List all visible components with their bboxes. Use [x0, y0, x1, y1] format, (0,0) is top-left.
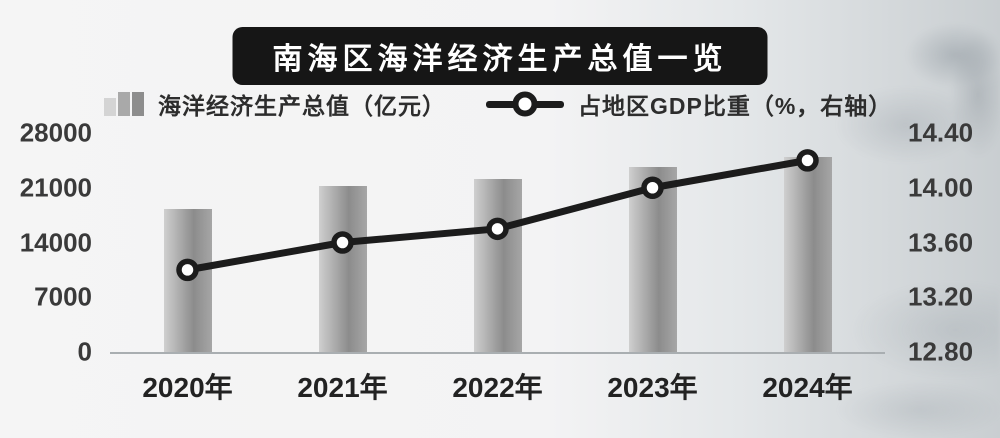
bar	[628, 167, 677, 352]
left-axis-tick-label: 28000	[19, 117, 92, 148]
bar	[473, 179, 522, 352]
x-axis-tick-label: 2024年	[762, 372, 853, 403]
line-marker-icon	[512, 91, 538, 117]
x-axis-line	[110, 352, 885, 354]
bar	[318, 186, 367, 352]
bar-legend-label: 海洋经济生产总值（亿元）	[158, 93, 446, 119]
left-axis-tick-label: 0	[77, 336, 92, 367]
x-axis-tick-label: 2022年	[452, 372, 543, 403]
left-axis-tick-label: 14000	[19, 227, 92, 257]
right-axis-tick-label: 14.40	[908, 117, 974, 148]
bar-legend-swatch-icon	[104, 92, 144, 116]
right-axis-tick-label: 12.80	[908, 336, 974, 367]
x-axis-tick-label: 2023年	[607, 372, 698, 403]
bar-swatch-stripe	[132, 92, 144, 116]
line-legend-swatch-icon	[486, 91, 564, 117]
x-axis-tick-label: 2021年	[297, 372, 388, 403]
bar-swatch-stripe	[118, 92, 130, 116]
legend: 海洋经济生产总值（亿元） 占地区GDP比重（%，右轴）	[104, 86, 892, 122]
x-axis-tick-label: 2020年	[142, 372, 233, 403]
bar	[163, 208, 212, 352]
bar-swatch-stripe	[104, 98, 116, 116]
chart-title-text: 南海区海洋经济生产总值一览	[272, 43, 728, 76]
bar	[783, 157, 832, 352]
right-axis-tick-label: 13.60	[908, 227, 974, 257]
left-axis-tick-label: 7000	[34, 281, 92, 312]
line-legend-label: 占地区GDP比重（%，右轴）	[578, 93, 893, 119]
right-axis-tick-label: 13.20	[908, 281, 974, 312]
chart-title: 南海区海洋经济生产总值一览	[232, 27, 768, 85]
right-axis-tick-label: 14.00	[908, 172, 974, 203]
left-axis-tick-label: 21000	[19, 172, 92, 203]
